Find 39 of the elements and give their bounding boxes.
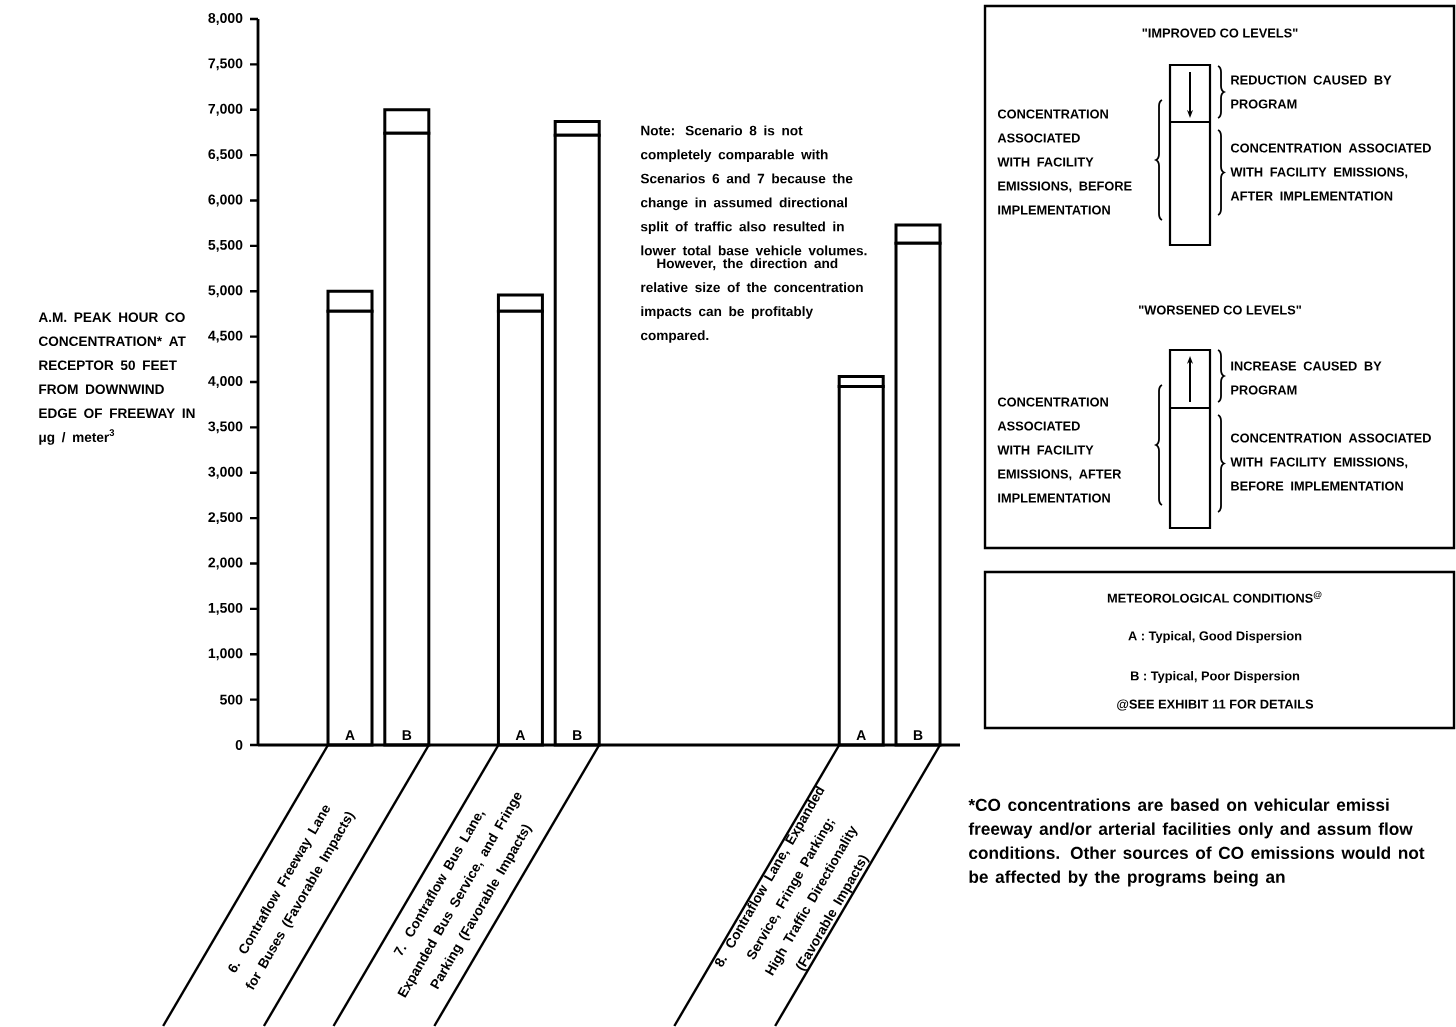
x-tick-label: B [573, 730, 582, 740]
text: "IMPROVED CO LEVELS" [1142, 28, 1298, 38]
x-tick-label: A [856, 730, 866, 740]
y-tick-label: 500 [220, 694, 243, 705]
text: CONCENTRATION ASSOCIATED WITH FACILITY EMISSIONS, AFTER IMPLEMENTATION [1230, 143, 1431, 201]
y-tick-label: 3,500 [208, 421, 243, 434]
y-tick-label: 8,000 [208, 12, 243, 25]
x-tick-label: B [913, 730, 923, 740]
text: METEOROLOGICAL CONDITIONS$^{@}$ [1107, 591, 1322, 603]
text: INCREASE CAUSED BY PROGRAM [1231, 361, 1382, 395]
text: *CO concentrations are based on vehicular emissi freeway and/or arterial facilities only and assum flow conditions. Other sources of CO emissions would not be affected by the programs being an [968, 798, 1425, 887]
y-tick-label: 4,500 [208, 330, 243, 343]
y-tick-label: 1,500 [208, 602, 243, 615]
text: @SEE EXHIBIT 11 FOR DETAILS [1117, 699, 1314, 711]
text: B : Typical, Poor Dispersion [1130, 670, 1300, 683]
y-axis-title: A.M. PEAK HOUR CO CONCENTRATION* AT RECEPTOR 50 FEET FROM DOWNWIND EDGE OF FREEWAY IN μg / meter$^{3}$ [38, 312, 195, 445]
y-tick-label: 7,000 [208, 103, 243, 116]
y-tick-label: 7,500 [208, 58, 243, 71]
y-tick-label: 6,000 [208, 194, 243, 207]
text: CONCENTRATION ASSOCIATED WITH FACILITY EMISSIONS, AFTER IMPLEMENTATION [997, 397, 1122, 503]
y-tick-label: 2,000 [208, 557, 243, 570]
x-tick-label: A [345, 730, 355, 740]
y-tick-label: 1,000 [208, 648, 243, 661]
y-tick-label: 5,000 [208, 285, 243, 298]
annotation: Note: Scenario 8 is not completely comparable with Scenarios 6 and 7 because the change in assumed directional split of traffic also resulted in lower total base vehicle volumes. [640, 125, 867, 256]
x-tick-label: A [515, 730, 526, 740]
y-tick-label: 4,000 [208, 375, 243, 388]
text: "WORSENED CO LEVELS" [1139, 305, 1301, 315]
x-tick-label: B [402, 730, 412, 740]
annotation: However, the direction and relative size of the concentration impacts can be profitably compared. [640, 258, 863, 343]
text: REDUCTION CAUSED BY PROGRAM [1231, 75, 1392, 109]
text: CONCENTRATION ASSOCIATED WITH FACILITY EMISSIONS, BEFORE IMPLEMENTATION [1230, 433, 1431, 491]
text: CONCENTRATION ASSOCIATED WITH FACILITY EMISSIONS, BEFORE IMPLEMENTATION [997, 109, 1132, 215]
y-tick-label: 0 [235, 739, 243, 750]
y-tick-label: 5,500 [208, 239, 243, 252]
y-tick-label: 6,500 [208, 149, 243, 161]
y-tick-label: 2,500 [208, 512, 243, 524]
text: A : Typical, Good Dispersion [1128, 630, 1302, 643]
y-tick-label: 3,000 [208, 466, 243, 479]
